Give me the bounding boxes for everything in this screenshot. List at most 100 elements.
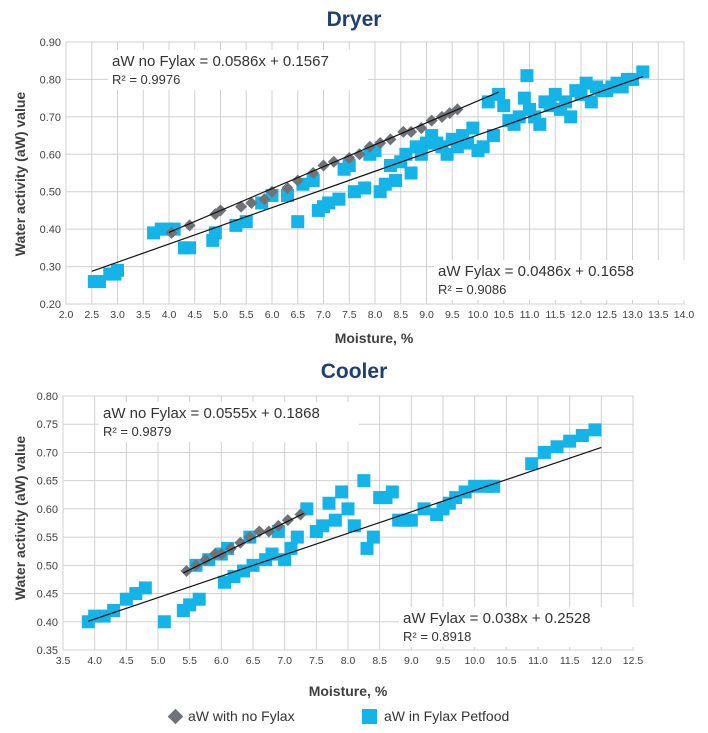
cooler-fylax-point — [588, 423, 602, 437]
cooler-fylax-point — [341, 502, 355, 516]
cooler-fylax-point — [347, 519, 361, 533]
dryer-fylax-point — [512, 110, 526, 124]
dryer-x-tick-label: 3.0 — [110, 309, 125, 321]
dryer-no-fylax-point — [258, 193, 271, 206]
dryer-fylax-point — [466, 121, 480, 135]
dryer-fylax-point — [280, 188, 294, 202]
dryer-fylax-point — [626, 72, 639, 86]
dryer-y-tick-label: 0.30 — [40, 262, 61, 274]
dryer-r-squared: R² = 0.9976 — [112, 72, 180, 87]
dryer-fylax-point — [92, 275, 106, 289]
cooler-y-tick-label: 0.65 — [37, 476, 58, 488]
dryer-x-tick-label: 6.5 — [290, 309, 305, 321]
dryer-x-tick-label: 7.0 — [316, 309, 331, 321]
cooler-fylax-point — [316, 519, 330, 533]
cooler-no-fylax-point — [262, 525, 275, 538]
cooler-x-tick-label: 6.5 — [246, 655, 261, 667]
dryer-y-tick-label: 0.70 — [40, 112, 61, 124]
dryer-x-tick-label: 7.5 — [342, 309, 357, 321]
cooler-trend-equation: aW no Fylax = 0.0555x + 0.1868 — [103, 405, 320, 422]
dryer-x-tick-label: 5.5 — [239, 309, 254, 321]
cooler-fylax-point — [417, 502, 431, 516]
cooler-x-tick-label: 5.0 — [151, 655, 166, 667]
dryer-no-fylax-point — [266, 185, 278, 198]
cooler-x-tick-label: 3.5 — [56, 655, 71, 667]
dryer-fylax-point — [481, 95, 495, 109]
dryer-fylax-point — [517, 91, 531, 105]
cooler-x-tick-label: 10.5 — [496, 655, 517, 667]
dryer-fylax-point — [378, 177, 392, 191]
dryer-fylax-point — [548, 87, 562, 101]
dryer-fylax-point — [108, 267, 122, 281]
cooler-annotation-background — [99, 402, 359, 442]
dryer-fylax-point — [579, 76, 593, 90]
cooler-x-tick-label: 5.5 — [182, 655, 197, 667]
dryer-x-tick-label: 10.5 — [494, 309, 515, 321]
dryer-y-tick-label: 0.90 — [40, 37, 61, 49]
dryer-x-tick-label: 4.5 — [187, 309, 202, 321]
cooler-no-fylax-point — [243, 531, 256, 544]
dryer-fylax-trendline — [91, 76, 643, 272]
legend-item-fylax: aW in Fylax Petfood — [362, 708, 509, 724]
cooler-no-fylax-point — [199, 553, 212, 566]
cooler-fylax-point — [385, 485, 399, 499]
dryer-x-tick-label: 8.5 — [393, 309, 408, 321]
cooler-fylax-point — [322, 496, 336, 510]
dryer-fylax-point — [492, 87, 506, 101]
dryer-x-axis-label: Moisture, % — [334, 330, 414, 346]
cooler-y-tick-label: 0.45 — [37, 589, 58, 601]
dryer-fylax-point — [306, 173, 320, 187]
dryer-trend-equation: aW no Fylax = 0.0586x + 0.1567 — [112, 53, 329, 70]
dryer-no-fylax-point — [291, 174, 304, 187]
cooler-x-tick-label: 6.0 — [214, 655, 229, 667]
cooler-fylax-point — [366, 530, 380, 544]
dryer-fylax-point — [520, 69, 534, 83]
dryer-y-tick-label: 0.40 — [40, 224, 61, 236]
dryer-x-tick-label: 9.0 — [419, 309, 434, 321]
dryer-fylax-point — [399, 147, 413, 161]
legend-label-no-fylax: aW with no Fylax — [188, 708, 295, 724]
cooler-fylax-trendline — [88, 446, 602, 622]
legend-item-no-fylax: aW with no Fylax — [167, 708, 295, 724]
legend-label-fylax: aW in Fylax Petfood — [384, 708, 510, 724]
dryer-x-tick-label: 10.0 — [468, 309, 489, 321]
dryer-fylax-point — [183, 241, 197, 255]
cooler-fylax-point — [192, 592, 206, 606]
dryer-y-tick-label: 0.60 — [40, 149, 61, 161]
diamond-icon — [167, 708, 184, 724]
cooler-y-tick-label: 0.60 — [37, 504, 58, 516]
cooler-fylax-point — [290, 530, 304, 544]
dryer-fylax-point — [584, 95, 598, 109]
dryer-x-tick-label: 12.0 — [571, 309, 592, 321]
dryer-r-squared: R² = 0.9086 — [438, 282, 506, 297]
cooler-y-tick-label: 0.75 — [37, 419, 58, 431]
dryer-no-fylax-point — [353, 148, 366, 161]
cooler-fylax-point — [487, 479, 501, 493]
dryer-fylax-point — [347, 185, 361, 199]
cooler-fylax-point — [575, 429, 589, 443]
dryer-no-fylax-point — [397, 125, 410, 138]
cooler-fylax-point — [404, 513, 418, 527]
cooler-r-squared: R² = 0.9879 — [103, 424, 171, 439]
dryer-fylax-point — [476, 140, 490, 154]
dryer-x-tick-label: 9.5 — [445, 309, 460, 321]
cooler-y-tick-label: 0.55 — [37, 532, 58, 544]
cooler-x-tick-label: 12.5 — [623, 655, 644, 667]
dryer-fylax-point — [636, 65, 650, 79]
cooler-fylax-point — [360, 541, 374, 555]
dryer-y-tick-label: 0.50 — [40, 187, 61, 199]
cooler-trend-equation: aW Fylax = 0.038x + 0.2528 — [403, 610, 591, 627]
dryer-fylax-point — [486, 129, 500, 143]
cooler-x-tick-label: 8.0 — [341, 655, 356, 667]
dryer-fylax-point — [497, 99, 511, 113]
dryer-fylax-point — [404, 166, 418, 180]
cooler-fylax-point — [537, 445, 551, 459]
cooler-x-tick-label: 11.5 — [560, 655, 580, 667]
dryer-x-tick-label: 2.0 — [59, 309, 74, 321]
dryer-x-tick-label: 14.0 — [674, 309, 695, 321]
dryer-fylax-point — [291, 215, 305, 229]
dryer-chart-title: Dryer — [326, 8, 382, 31]
cooler-x-tick-label: 4.5 — [119, 655, 134, 667]
cooler-fylax-point — [328, 513, 342, 527]
dryer-x-tick-label: 11.0 — [520, 309, 540, 321]
